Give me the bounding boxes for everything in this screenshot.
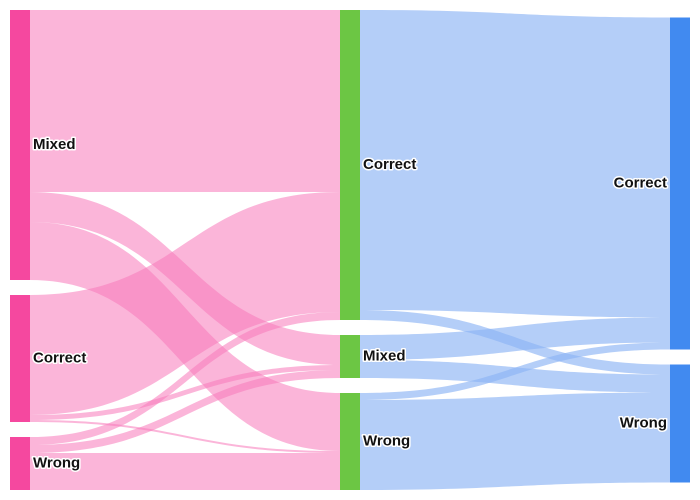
node <box>10 295 30 422</box>
node <box>340 393 360 490</box>
node <box>670 364 690 483</box>
link <box>30 453 340 490</box>
node-label: Correct <box>614 174 667 191</box>
link <box>360 342 670 400</box>
node-label: Wrong <box>33 454 80 471</box>
node-label: Wrong <box>363 432 410 449</box>
node <box>670 17 690 350</box>
link <box>30 192 340 415</box>
node <box>10 437 30 490</box>
link <box>360 317 670 360</box>
link <box>360 360 670 393</box>
links <box>30 10 670 490</box>
link <box>360 10 670 318</box>
link <box>30 420 340 453</box>
node-label: Wrong <box>620 414 667 431</box>
node-label: Correct <box>33 349 86 366</box>
link <box>30 10 340 192</box>
link <box>30 370 340 453</box>
node-label: Mixed <box>363 347 406 364</box>
node <box>340 335 360 378</box>
link <box>30 312 340 445</box>
link <box>360 392 670 490</box>
node <box>340 10 360 320</box>
link <box>30 365 340 420</box>
node-label: Mixed <box>33 136 76 153</box>
node <box>10 10 30 280</box>
node-label: Correct <box>363 156 416 173</box>
